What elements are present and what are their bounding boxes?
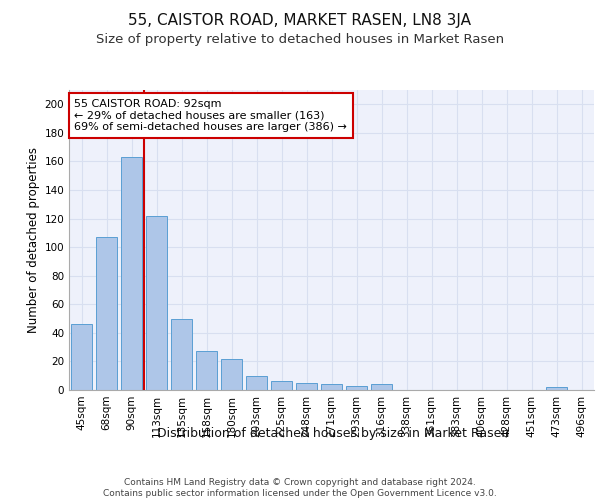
Bar: [271, 382, 292, 390]
Text: Contains HM Land Registry data © Crown copyright and database right 2024.
Contai: Contains HM Land Registry data © Crown c…: [103, 478, 497, 498]
Bar: [196, 352, 217, 390]
Bar: [121, 157, 142, 390]
Bar: [146, 216, 167, 390]
Text: Size of property relative to detached houses in Market Rasen: Size of property relative to detached ho…: [96, 32, 504, 46]
Text: 55 CAISTOR ROAD: 92sqm
← 29% of detached houses are smaller (163)
69% of semi-de: 55 CAISTOR ROAD: 92sqm ← 29% of detached…: [74, 99, 347, 132]
Bar: [296, 383, 317, 390]
Text: 55, CAISTOR ROAD, MARKET RASEN, LN8 3JA: 55, CAISTOR ROAD, MARKET RASEN, LN8 3JA: [128, 12, 472, 28]
Bar: [371, 384, 392, 390]
Text: Distribution of detached houses by size in Market Rasen: Distribution of detached houses by size …: [157, 428, 509, 440]
Bar: [221, 358, 242, 390]
Bar: [346, 386, 367, 390]
Bar: [246, 376, 267, 390]
Bar: [96, 237, 117, 390]
Y-axis label: Number of detached properties: Number of detached properties: [27, 147, 40, 333]
Bar: [546, 387, 567, 390]
Bar: [321, 384, 342, 390]
Bar: [171, 318, 192, 390]
Bar: [71, 324, 92, 390]
